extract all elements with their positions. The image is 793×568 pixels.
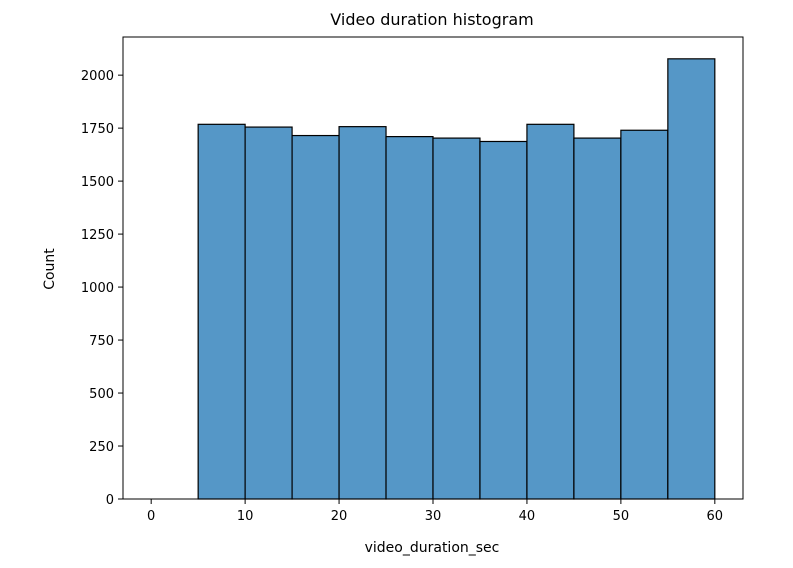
histogram-bar-11 (667, 58, 716, 500)
x-tick-label: 10 (237, 509, 254, 524)
y-tick-label: 750 (89, 334, 114, 349)
histogram-bar-1 (197, 123, 246, 500)
y-tick-label: 0 (106, 493, 114, 508)
y-tick-label: 1750 (81, 122, 114, 137)
y-axis-ticks: 0 250 500 750 1000 1250 1500 1750 2000 (81, 69, 123, 508)
x-axis-label: video_duration_sec (365, 540, 500, 556)
histogram-bar-5 (385, 136, 434, 500)
bars-group (197, 58, 716, 500)
y-tick-label: 2000 (81, 69, 114, 84)
x-axis-ticks: 0 10 20 30 40 50 60 (147, 499, 723, 524)
x-tick-label: 60 (707, 509, 724, 524)
y-tick-label: 1250 (81, 228, 114, 243)
x-tick-label: 30 (425, 509, 442, 524)
x-tick-label: 20 (331, 509, 348, 524)
histogram-bar-10 (620, 129, 669, 500)
chart-title: Video duration histogram (330, 10, 533, 29)
y-axis-label: Count (42, 248, 58, 290)
histogram-bar-7 (479, 140, 528, 500)
y-tick-label: 1000 (81, 281, 114, 296)
y-tick-label: 1500 (81, 175, 114, 190)
x-tick-label: 40 (519, 509, 536, 524)
x-tick-label: 50 (613, 509, 630, 524)
histogram-bar-2 (244, 126, 293, 500)
y-tick-label: 500 (89, 387, 114, 402)
histogram-bar-6 (432, 137, 481, 500)
histogram-bar-3 (291, 134, 340, 500)
y-tick-label: 250 (89, 440, 114, 455)
histogram-bar-9 (573, 137, 622, 500)
histogram-bar-8 (526, 123, 575, 500)
x-tick-label: 0 (147, 509, 155, 524)
histogram-bar-4 (338, 126, 387, 500)
plot-frame (122, 36, 744, 500)
